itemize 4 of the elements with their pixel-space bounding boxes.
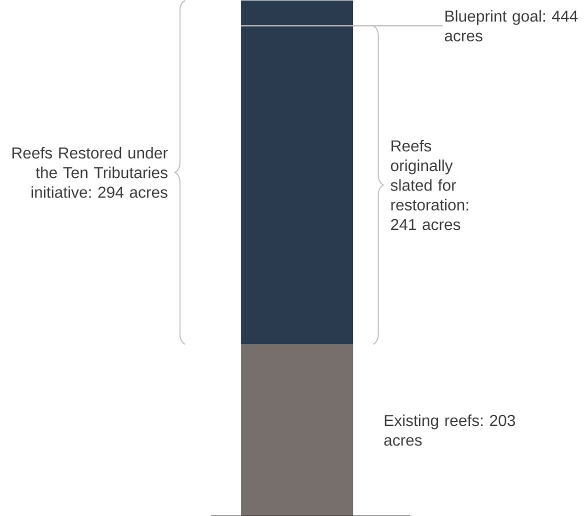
text: Reefs originally slated for restoration: 241 acres — [390, 140, 468, 230]
text: Blueprint goal: 444 acres — [444, 10, 578, 42]
text: Existing reefs: 203 acres — [384, 414, 515, 446]
text: Reefs Restored under the Ten Tributaries initiative: 294 acres — [12, 146, 168, 198]
